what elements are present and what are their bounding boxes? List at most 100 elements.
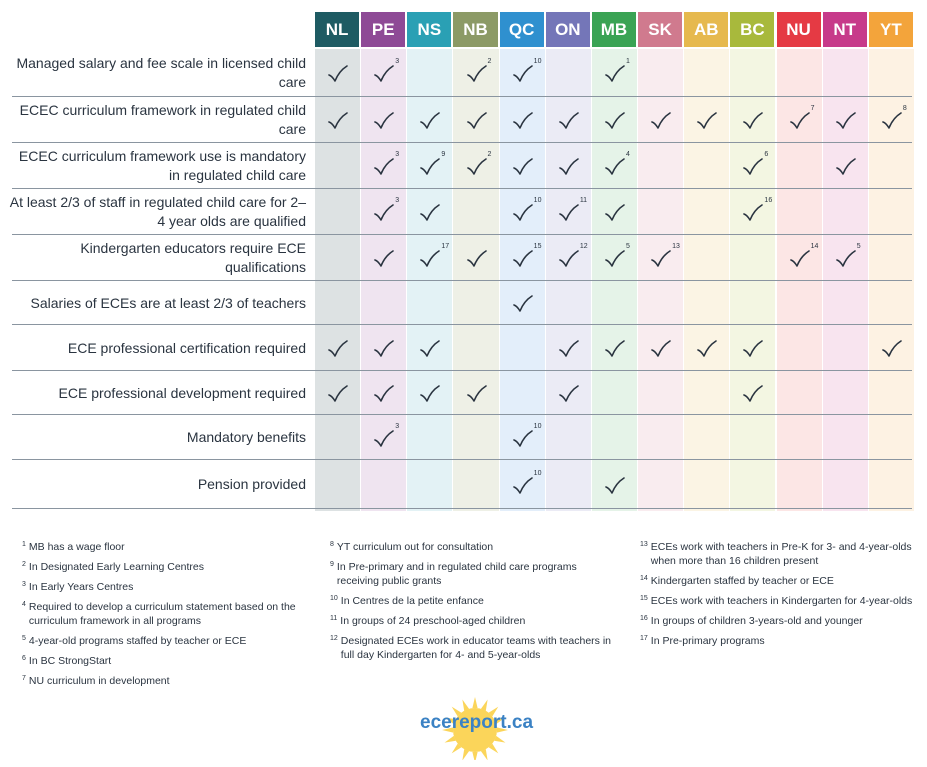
footnotes-column-3: 13 ECEs work with teachers in Pre-K for 3…: [640, 540, 925, 654]
sun-ray: [462, 749, 470, 761]
footnote: 2 In Designated Early Learning Centres: [22, 560, 312, 574]
check-icon: [881, 339, 905, 361]
footnote-number: 7: [22, 675, 26, 682]
check-icon: [373, 111, 397, 133]
footnote-marker: 6: [764, 151, 769, 158]
header-nl: NL: [315, 12, 360, 47]
check-icon: [512, 203, 536, 225]
check-icon: [512, 476, 536, 498]
check-icon: [466, 64, 490, 86]
footnote-number: 11: [330, 615, 338, 622]
footnotes-column-2: 8 YT curriculum out for consultation 9 In P…: [330, 540, 620, 668]
footnote-number: 10: [330, 595, 338, 602]
check-icon: [604, 339, 628, 361]
footnote-text: In BC StrongStart: [28, 655, 112, 667]
footnote-number: 6: [22, 655, 26, 662]
check-icon: [373, 157, 397, 179]
sun-ray: [494, 717, 506, 725]
check-icon: [604, 249, 628, 271]
row-divider: [12, 459, 912, 460]
sun-ray: [444, 735, 456, 743]
check-icon: [742, 339, 766, 361]
footnote: 4 Required to develop a curriculum statem…: [22, 600, 312, 628]
row-divider: [12, 324, 912, 325]
footnote-marker: 14: [810, 243, 819, 250]
header-mb: MB: [591, 12, 637, 47]
check-icon: [742, 111, 766, 133]
check-icon: [466, 249, 490, 271]
footnote: 6 In BC StrongStart: [22, 654, 312, 668]
footnote-text: NU curriculum in development: [28, 675, 170, 687]
footnote-marker: 3: [395, 422, 400, 430]
sun-ray: [442, 727, 454, 733]
check-icon: [881, 111, 905, 133]
footnote-text: In groups of 24 preschool-aged children: [340, 615, 526, 627]
sun-ray: [496, 727, 508, 733]
footnote-number: 14: [640, 575, 648, 582]
comparison-table: NL PE NS NB QC ON MB SK AB BC NU NT YT Managed salary…: [9, 12, 914, 511]
footnote: 5 4-year-old programs staffed by teacher …: [22, 634, 312, 648]
header-nt: NT: [822, 12, 867, 47]
check-icon: [604, 476, 628, 498]
footnote-number: 1: [22, 541, 26, 548]
footnote-text: In Pre-primary programs: [650, 635, 765, 647]
footnote-marker: 12: [579, 243, 588, 250]
footnote-number: 3: [22, 581, 26, 588]
row-divider: [12, 414, 912, 415]
check-icon: [373, 339, 397, 361]
footnote-marker: 10: [533, 58, 542, 65]
check-icon: [742, 203, 766, 225]
row-divider: [12, 234, 912, 235]
row-divider: [12, 280, 912, 281]
check-icon: [512, 294, 536, 316]
footnote-marker: 11: [579, 197, 588, 204]
footnote: 15 ECEs work with teachers in Kindergarte…: [640, 594, 925, 608]
footnote-marker: 2: [487, 58, 492, 65]
row-label: ECE professional development required: [58, 384, 306, 401]
footnote-number: 13: [640, 541, 648, 548]
row-label: At least 2/3 of staff in regulated child…: [9, 194, 306, 229]
footnote-marker: 5: [625, 243, 630, 250]
check-icon: [466, 111, 490, 133]
check-icon: [558, 339, 582, 361]
footnote-marker: 10: [533, 197, 542, 204]
row-label: Mandatory benefits: [186, 429, 306, 445]
footnote-marker: 7: [810, 105, 815, 112]
footnote-marker: 3: [395, 151, 400, 158]
footnote: 3 In Early Years Centres: [22, 580, 312, 594]
check-icon: [327, 64, 351, 86]
check-icon: [650, 339, 674, 361]
check-icon: [558, 157, 582, 179]
footnote-text: In Early Years Centres: [28, 581, 134, 593]
footnote-text: MB has a wage floor: [28, 541, 125, 553]
header-qc: QC: [499, 12, 544, 47]
sun-ray: [488, 706, 499, 717]
check-icon: [373, 249, 397, 271]
footnote-text: ECEs work with teachers in Kindergarten …: [650, 595, 913, 607]
sun-ray: [472, 751, 478, 763]
check-icon: [466, 157, 490, 179]
check-icon: [558, 203, 582, 225]
header-on: ON: [545, 12, 590, 47]
row-label: Salaries of ECEs are at least 2/3 of tea…: [30, 294, 306, 311]
check-icon: [742, 384, 766, 406]
footnote: 16 In groups of children 3-years-old and …: [640, 614, 925, 628]
sun-ray: [480, 699, 488, 711]
check-icon: [604, 64, 628, 86]
row-label: ECEC curriculum framework use is mandato…: [18, 148, 306, 183]
check-icon: [558, 384, 582, 406]
sun-ray: [480, 749, 488, 761]
footnote: 9 In Pre-primary and in regulated child c…: [330, 560, 620, 588]
footnote-marker: 3: [395, 197, 400, 204]
sun-ray: [472, 697, 478, 709]
footnote-text: YT curriculum out for consultation: [336, 541, 494, 553]
check-icon: [419, 384, 443, 406]
row-label: Managed salary and fee scale in licensed…: [16, 55, 306, 90]
footnote-text: Kindergarten staffed by teacher or ECE: [650, 575, 834, 587]
footnote-number: 12: [330, 635, 338, 642]
footnote-text: In Centres de la petite enfance: [340, 595, 484, 607]
sun-ray: [462, 699, 470, 711]
footnote-text: ECEs work with teachers in Pre-K for 3- …: [650, 541, 912, 567]
header-nu: NU: [776, 12, 821, 47]
footnote-marker: 9: [441, 151, 446, 158]
